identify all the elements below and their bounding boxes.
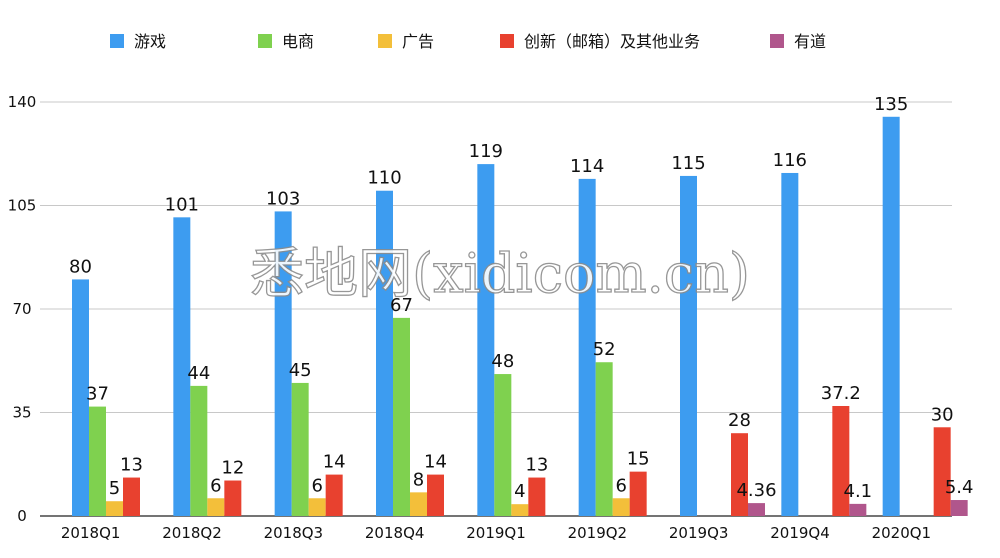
bar: [680, 175, 697, 516]
data-label: 67: [390, 295, 413, 316]
bar: [274, 211, 292, 516]
x-tick-label: 2019Q1: [466, 524, 526, 542]
data-label: 15: [627, 449, 650, 470]
watermark-text: 悉地网(xidicom.cn): [250, 242, 750, 305]
data-label: 4: [514, 481, 525, 502]
y-tick-label: 105: [8, 197, 37, 215]
data-label: 30: [931, 404, 954, 425]
legend-swatch: [378, 34, 392, 48]
bar: [781, 172, 799, 516]
data-label: 103: [266, 188, 300, 209]
bar: [832, 405, 850, 516]
bar: [123, 477, 140, 516]
data-label: 6: [615, 475, 626, 496]
legend-label: 广告: [402, 32, 434, 51]
y-axis: 0 35 70 105 140: [8, 93, 37, 525]
bar: [207, 498, 225, 516]
data-label: 6: [210, 475, 221, 496]
bar: [224, 480, 242, 516]
x-tick-label: 2018Q3: [264, 524, 324, 542]
data-label: 5: [109, 478, 120, 499]
data-label: 13: [120, 455, 143, 476]
legend-swatch: [770, 34, 784, 48]
data-label: 4.1: [844, 481, 873, 502]
bar: [595, 362, 613, 516]
bars: [72, 116, 968, 517]
data-label: 5.4: [945, 477, 974, 498]
y-tick-label: 70: [12, 300, 31, 318]
data-label: 28: [728, 410, 751, 431]
bar: [950, 500, 968, 516]
bar: [849, 503, 867, 516]
bar: [291, 382, 309, 516]
bar: [731, 433, 748, 516]
bar: [511, 504, 529, 516]
legend: 游戏 电商 广告 创新（邮箱）及其他业务 有道: [110, 32, 826, 51]
bar: [308, 498, 326, 516]
bar: [106, 501, 123, 516]
x-tick-label: 2019Q3: [669, 524, 729, 542]
data-label: 114: [570, 156, 604, 177]
data-label: 48: [491, 351, 514, 372]
y-tick-label: 140: [8, 93, 37, 111]
x-tick-label: 2018Q1: [61, 524, 121, 542]
data-label: 12: [221, 458, 244, 479]
data-label: 101: [165, 194, 199, 215]
data-label: 116: [773, 150, 807, 171]
legend-label: 有道: [794, 32, 826, 51]
data-label: 52: [593, 339, 616, 360]
bar: [748, 503, 765, 516]
bar: [393, 317, 410, 516]
bar: [190, 385, 208, 516]
bar: [72, 279, 89, 516]
data-labels: 8037513101446121034561411067814119484131…: [69, 94, 973, 502]
bar: [410, 492, 427, 516]
data-label: 110: [367, 168, 401, 189]
bar: [494, 374, 512, 516]
data-label: 45: [289, 360, 312, 381]
data-label: 6: [311, 475, 322, 496]
bar: [629, 471, 647, 516]
bar: [612, 498, 630, 516]
legend-swatch: [110, 34, 124, 48]
x-tick-label: 2019Q2: [568, 524, 628, 542]
data-label: 8: [413, 469, 424, 490]
legend-swatch: [258, 34, 272, 48]
data-label: 135: [874, 94, 908, 115]
data-label: 14: [323, 452, 346, 473]
data-label: 37: [86, 384, 109, 405]
data-label: 37.2: [821, 383, 861, 404]
bar: [933, 427, 951, 516]
x-tick-label: 2020Q1: [872, 524, 932, 542]
bar: [427, 474, 444, 516]
legend-label: 创新（邮箱）及其他业务: [524, 32, 700, 51]
data-label: 119: [469, 141, 503, 162]
legend-label: 电商: [282, 32, 314, 51]
bar: [882, 116, 900, 517]
y-tick-label: 0: [17, 507, 27, 525]
data-label: 14: [424, 452, 447, 473]
x-tick-label: 2019Q4: [770, 524, 830, 542]
x-tick-label: 2018Q4: [365, 524, 425, 542]
bar: [89, 406, 106, 516]
bar: [173, 217, 191, 517]
data-label: 4.36: [736, 480, 776, 501]
data-label: 13: [525, 455, 548, 476]
data-label: 80: [69, 256, 92, 277]
bar: [325, 474, 343, 516]
legend-swatch: [500, 34, 514, 48]
x-tick-label: 2018Q2: [162, 524, 222, 542]
bar: [578, 178, 596, 516]
y-tick-label: 35: [12, 404, 31, 422]
bar: [477, 164, 495, 516]
data-label: 44: [187, 363, 210, 384]
x-axis: 2018Q1 2018Q2 2018Q3 2018Q4 2019Q1 2019Q2 2019…: [61, 524, 931, 542]
data-label: 115: [671, 153, 705, 174]
bar: [528, 477, 546, 516]
legend-label: 游戏: [134, 32, 166, 51]
bar: [376, 190, 393, 516]
